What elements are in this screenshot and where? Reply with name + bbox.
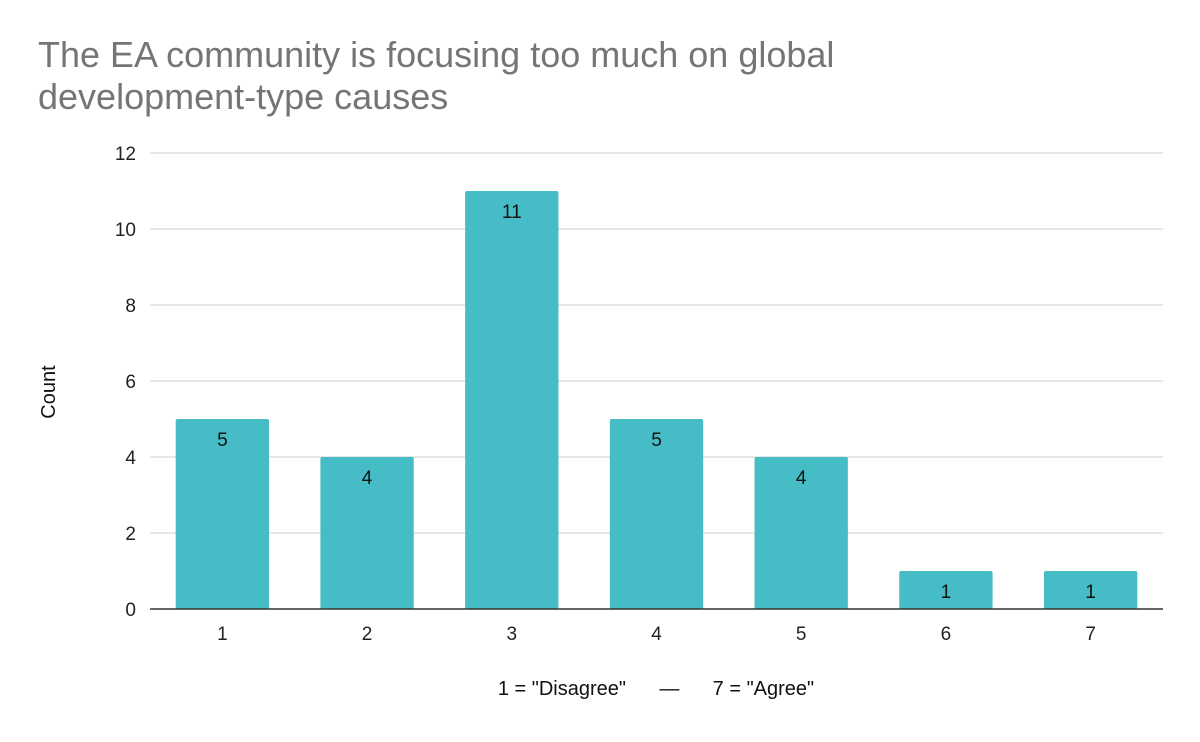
bar-value-label: 5 [217, 430, 228, 451]
y-tick-label: 6 [125, 372, 136, 393]
bar-value-label: 1 [941, 582, 952, 603]
y-tick-label: 8 [125, 296, 136, 317]
y-tick-label: 0 [125, 600, 136, 621]
bar [1043, 571, 1138, 609]
y-tick-label: 12 [115, 144, 136, 165]
y-axis-ticks: 0 2 4 6 8 10 12 [115, 144, 137, 621]
chart-title: The EA community is focusing too much on… [38, 34, 835, 117]
x-tick-label: 6 [941, 624, 952, 645]
y-axis-title: Count [38, 365, 60, 419]
x-axis-ticks: 1 2 3 4 5 6 7 [217, 624, 1096, 645]
bar-value-label: 4 [796, 468, 807, 489]
x-tick-label: 2 [362, 624, 373, 645]
bar [609, 419, 704, 609]
bar [465, 191, 559, 609]
x-tick-label: 4 [651, 624, 662, 645]
bar [899, 571, 993, 609]
bar [320, 457, 414, 609]
x-tick-label: 7 [1085, 624, 1096, 645]
bar [754, 457, 848, 609]
bar-value-label: 1 [1085, 582, 1096, 603]
x-axis-title: 1 = "Disagree" — 7 = "Agree" [497, 678, 815, 700]
x-tick-label: 3 [506, 624, 517, 645]
bar-value-label: 4 [362, 468, 373, 489]
bar-value-label: 11 [502, 202, 522, 223]
bars [175, 191, 1138, 609]
y-tick-label: 2 [125, 524, 136, 545]
y-tick-label: 10 [115, 220, 136, 241]
bar [175, 419, 270, 609]
x-tick-label: 5 [796, 624, 807, 645]
y-tick-label: 4 [125, 448, 136, 469]
bar-value-label: 5 [651, 430, 662, 451]
x-tick-label: 1 [217, 624, 228, 645]
